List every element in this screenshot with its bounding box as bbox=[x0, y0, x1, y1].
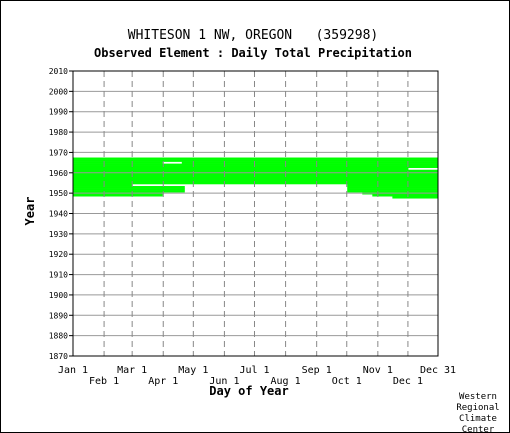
data-segment bbox=[73, 190, 185, 193]
data-segment bbox=[73, 163, 438, 166]
data-segment bbox=[347, 183, 438, 187]
y-tick-label: 2000 bbox=[49, 87, 68, 96]
x-tick-label: May 1 bbox=[178, 365, 208, 376]
y-tick-label: 1930 bbox=[49, 230, 68, 239]
data-segment bbox=[73, 181, 438, 185]
x-tick-label: Apr 1 bbox=[148, 376, 178, 387]
data-segment bbox=[392, 196, 439, 199]
data-segment bbox=[73, 161, 163, 164]
x-tick-label: Dec 31 bbox=[420, 365, 456, 376]
data-segment bbox=[181, 161, 439, 164]
data-segment bbox=[347, 190, 438, 193]
data-segment bbox=[73, 167, 409, 171]
y-tick-label: 1910 bbox=[49, 271, 68, 280]
data-segment bbox=[73, 175, 438, 179]
x-tick-label: Jan 1 bbox=[58, 365, 88, 376]
plot-area: 2010 2000 1990 1980 1970 1960 1950 1940 1930 1920… bbox=[49, 67, 456, 387]
data-segment bbox=[73, 183, 133, 187]
credit-line-2: Regional bbox=[456, 403, 499, 413]
x-tick-label: Oct 1 bbox=[332, 376, 362, 387]
credit-line-1: Western bbox=[459, 392, 497, 402]
data-segment bbox=[73, 186, 185, 189]
x-tick-label: Jul 1 bbox=[239, 365, 269, 376]
y-tick-label: 1870 bbox=[49, 352, 68, 361]
x-axis-label: Day of Year bbox=[209, 384, 288, 398]
y-tick-label: 1890 bbox=[49, 311, 68, 320]
y-tick-label: 1980 bbox=[49, 128, 68, 137]
y-tick-label: 2010 bbox=[49, 67, 68, 76]
credit-line-3: Climate bbox=[459, 414, 497, 424]
data-segment bbox=[73, 188, 185, 191]
data-segment bbox=[73, 165, 438, 168]
x-tick-label: Feb 1 bbox=[89, 376, 119, 387]
y-tick-label: 1990 bbox=[49, 108, 68, 117]
data-segment bbox=[73, 177, 438, 181]
x-tick-label: Jun 1 bbox=[209, 376, 239, 387]
y-tick-label: 1970 bbox=[49, 148, 68, 157]
data-segment bbox=[372, 194, 438, 197]
y-tick-label: 1900 bbox=[49, 291, 68, 300]
x-tick-label: Mar 1 bbox=[117, 365, 147, 376]
y-axis-label: Year bbox=[23, 197, 37, 226]
chart-title: WHITESON 1 NW, OREGON (359298) bbox=[128, 28, 378, 43]
chart-subtitle: Observed Element : Daily Total Precipita… bbox=[94, 46, 412, 60]
x-tick-label: Dec 1 bbox=[393, 376, 423, 387]
y-tick-label: 1940 bbox=[49, 210, 68, 219]
y-tick-label: 1950 bbox=[49, 189, 68, 198]
data-segment bbox=[73, 159, 438, 162]
x-tick-label: Nov 1 bbox=[363, 365, 393, 376]
data-segment bbox=[73, 194, 163, 197]
y-tick-label: 1960 bbox=[49, 169, 68, 178]
x-tick-label: Aug 1 bbox=[271, 376, 301, 387]
wrcc-credit: Western Regional Climate Center bbox=[456, 392, 499, 433]
data-segment bbox=[347, 186, 438, 189]
x-tick-label: Sep 1 bbox=[302, 365, 332, 376]
plot-frame bbox=[72, 70, 439, 357]
y-tick-label: 1880 bbox=[49, 332, 68, 341]
data-segment bbox=[73, 169, 438, 173]
data-segment bbox=[73, 179, 438, 183]
credit-line-4: Center bbox=[462, 425, 495, 433]
y-tick-label: 1920 bbox=[49, 250, 68, 259]
data-segment bbox=[73, 173, 438, 177]
data-segment bbox=[73, 157, 438, 160]
data-segment bbox=[347, 188, 438, 191]
